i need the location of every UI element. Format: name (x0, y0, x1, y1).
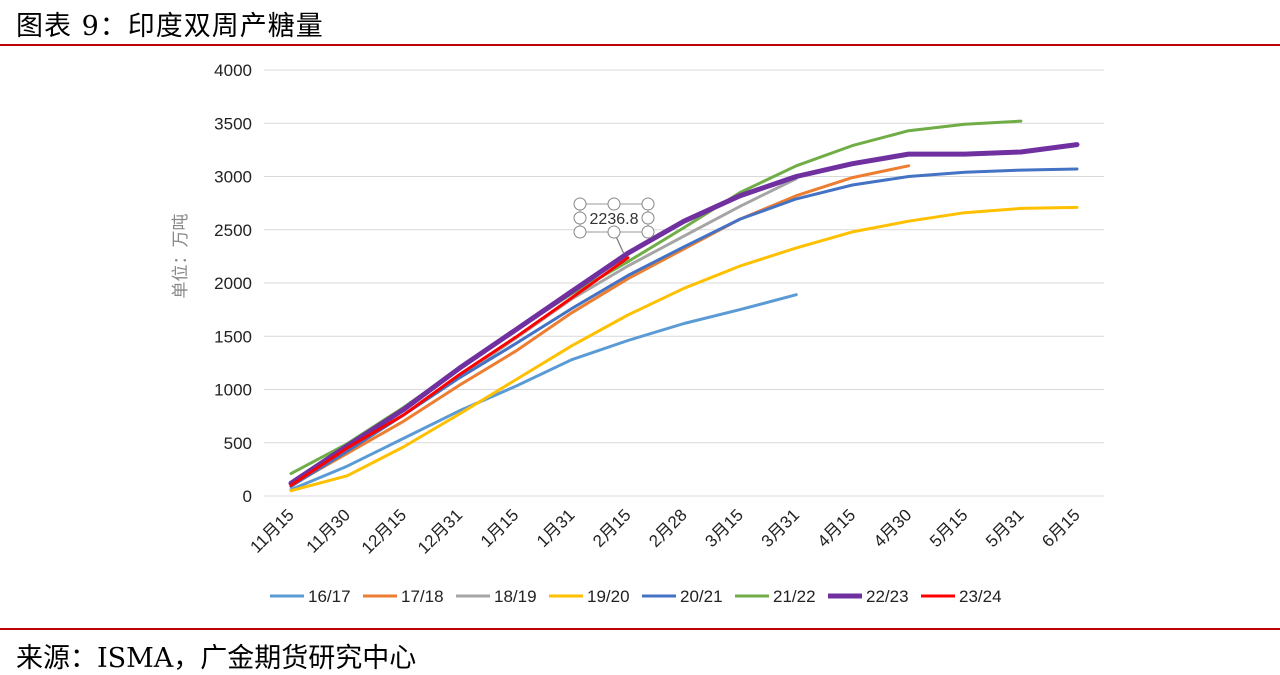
legend-label: 22/23 (866, 587, 909, 606)
x-tick-label: 1月15 (477, 505, 523, 551)
series-line-20-21 (289, 167, 1079, 488)
legend-label: 23/24 (959, 587, 1002, 606)
y-tick-label: 2500 (214, 221, 252, 240)
y-tick-label: 3500 (214, 114, 252, 133)
legend-label: 19/20 (587, 587, 630, 606)
series-line-21-22 (289, 119, 1023, 476)
legend-label: 20/21 (680, 587, 723, 606)
footer-rule (0, 628, 1280, 630)
x-axis-ticks: 11月15 11月30 12月15 12月31 1月15 1月31 2月15 2月28 3月15… (247, 505, 1084, 557)
annotation-handle (573, 225, 587, 239)
y-tick-label: 1500 (214, 327, 252, 346)
series-lines (288, 119, 1080, 493)
series-line-19-20 (289, 205, 1079, 493)
y-tick-label: 0 (243, 487, 252, 506)
x-tick-label: 2月15 (589, 505, 635, 551)
series-line-17-18 (289, 164, 911, 487)
annotation-label: 2236.8 (590, 211, 639, 228)
x-tick-label: 3月15 (701, 505, 747, 551)
legend-label: 18/19 (494, 587, 537, 606)
annotation-handle (641, 225, 655, 239)
legend-label: 17/18 (401, 587, 444, 606)
y-tick-label: 4000 (214, 61, 252, 80)
annotation-handle (607, 225, 621, 239)
x-tick-label: 4月30 (870, 505, 916, 551)
x-tick-label: 3月31 (758, 505, 804, 551)
series-line-16-17 (289, 293, 798, 492)
annotation-handle (573, 197, 587, 211)
line-chart: 0 500 1000 1500 2000 2500 3000 3500 4000 11月15 11… (171, 61, 1104, 606)
figure-header: 图表 9：印度双周产糖量 (0, 0, 1280, 46)
x-tick-label: 12月15 (358, 505, 410, 557)
annotation-handle (607, 197, 621, 211)
x-tick-label: 2月28 (645, 505, 691, 551)
annotation-handle (641, 211, 655, 225)
x-tick-label: 12月31 (414, 505, 466, 557)
legend-label: 16/17 (308, 587, 351, 606)
y-tick-label: 3000 (214, 168, 252, 187)
x-tick-label: 6月15 (1038, 505, 1084, 551)
y-tick-label: 1000 (214, 381, 252, 400)
y-axis-label: 单位：万吨 (171, 214, 191, 299)
series-line-23-24 (289, 256, 630, 487)
x-tick-label: 5月31 (982, 505, 1028, 551)
source-note: 来源：ISMA，广金期货研究中心 (16, 643, 417, 674)
series-line-22-23 (288, 142, 1080, 486)
y-tick-label: 2000 (214, 274, 252, 293)
gridlines (264, 69, 1104, 497)
x-tick-label: 5月15 (926, 505, 972, 551)
x-tick-label: 4月15 (814, 505, 860, 551)
figure-title: 图表 9：印度双周产糖量 (16, 11, 324, 42)
annotation-handle (641, 197, 655, 211)
annotations: 2236.8 (573, 197, 655, 255)
y-tick-label: 500 (224, 434, 252, 453)
x-tick-label: 11月30 (303, 505, 354, 556)
legend: 16/17 17/18 18/19 19/20 20/21 21/22 22/23 23/24 (270, 587, 1002, 606)
annotation-handle (573, 211, 587, 225)
legend-label: 21/22 (773, 587, 816, 606)
header-rule (0, 44, 1280, 46)
y-axis-ticks: 0 500 1000 1500 2000 2500 3000 3500 4000 (214, 61, 252, 506)
x-tick-label: 11月15 (247, 505, 298, 556)
x-tick-label: 1月31 (533, 505, 579, 551)
